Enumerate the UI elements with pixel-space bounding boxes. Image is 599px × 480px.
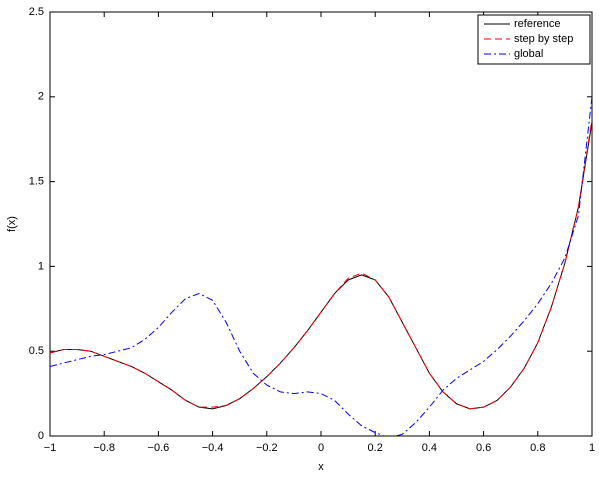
x-tick-label: −0.4 bbox=[202, 442, 224, 454]
y-tick-label: 0 bbox=[38, 430, 44, 442]
y-tick-label: 2 bbox=[38, 91, 44, 103]
x-tick-label: 0 bbox=[318, 442, 324, 454]
x-tick-label: −0.6 bbox=[148, 442, 170, 454]
y-tick-label: 2.5 bbox=[29, 6, 44, 18]
x-tick-label: 0.6 bbox=[476, 442, 491, 454]
legend-label: step by step bbox=[514, 33, 573, 45]
x-tick-label: 0.4 bbox=[422, 442, 437, 454]
y-tick-label: 1.5 bbox=[29, 176, 44, 188]
legend: reference step by step global bbox=[477, 14, 591, 65]
x-tick-label: 0.2 bbox=[368, 442, 383, 454]
axes-box bbox=[49, 11, 593, 437]
line-series bbox=[50, 118, 592, 410]
x-tick-label: −0.2 bbox=[256, 442, 278, 454]
line-series bbox=[50, 96, 592, 436]
y-tick-label: 0.5 bbox=[29, 345, 44, 357]
y-tick-label: 1 bbox=[38, 260, 44, 272]
legend-label: global bbox=[514, 48, 543, 60]
x-tick-label: −1 bbox=[44, 442, 57, 454]
x-tick-label: −0.8 bbox=[93, 442, 115, 454]
legend-label: reference bbox=[514, 18, 560, 30]
x-tick-label: 0.8 bbox=[530, 442, 545, 454]
x-tick-label: 1 bbox=[589, 442, 595, 454]
y-axis-label: f(x) bbox=[6, 216, 18, 232]
x-axis-label: x bbox=[318, 461, 324, 473]
